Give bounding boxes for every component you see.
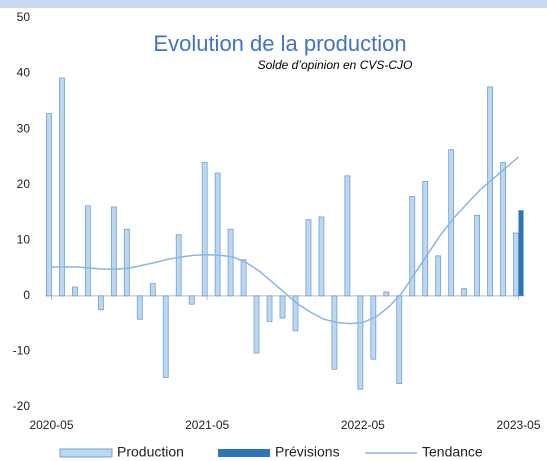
- trend-line: [51, 156, 520, 325]
- bar: [175, 234, 182, 297]
- bar: [279, 295, 286, 319]
- bar: [448, 149, 455, 297]
- bar: [292, 295, 299, 332]
- bar: [123, 228, 130, 297]
- legend-swatch: [218, 449, 270, 457]
- bar: [409, 195, 416, 297]
- x-tick-label: 2022-05: [341, 418, 385, 432]
- x-tick-label: 2020-05: [29, 418, 73, 432]
- bar: [435, 255, 442, 297]
- bar: [149, 283, 156, 297]
- bar: [97, 295, 104, 311]
- y-tick-label: 10: [17, 232, 31, 246]
- bar: [461, 288, 468, 297]
- legend-label: Tendance: [422, 444, 483, 460]
- bar: [344, 175, 351, 297]
- bar: [383, 291, 390, 297]
- x-tick-label: 2023-05: [496, 418, 540, 432]
- y-tick-label: 30: [17, 121, 31, 135]
- bar: [331, 295, 338, 370]
- bar: [396, 295, 403, 385]
- bar: [487, 86, 493, 297]
- bar: [136, 295, 143, 320]
- bar: [46, 113, 52, 297]
- bar: [500, 162, 506, 297]
- x-tick-label: 2021-05: [185, 418, 229, 432]
- bar: [518, 210, 524, 296]
- bar: [240, 259, 247, 297]
- bar: [227, 228, 234, 297]
- bar: [253, 295, 260, 354]
- y-tick-label: 0: [23, 288, 30, 302]
- bar: [110, 206, 117, 297]
- legend-label: Production: [117, 444, 184, 460]
- y-tick-label: 40: [17, 66, 31, 80]
- y-tick-label: 20: [17, 177, 31, 191]
- legend-swatch: [59, 448, 113, 458]
- bar: [201, 162, 208, 297]
- y-tick-label: -20: [13, 399, 31, 413]
- bar: [370, 295, 377, 360]
- chart-title: Evolution de la production: [153, 31, 406, 56]
- bar: [305, 219, 312, 297]
- bar: [214, 172, 221, 297]
- bar: [357, 295, 364, 390]
- y-tick-label: -10: [13, 344, 31, 358]
- bar: [474, 214, 480, 297]
- legend-label: Prévisions: [275, 444, 340, 460]
- y-tick-label: 50: [17, 10, 31, 24]
- bar: [318, 216, 325, 297]
- bar: [59, 77, 65, 297]
- bar: [266, 295, 273, 322]
- chart-subtitle: Solde d’opinion en CVS-CJO: [258, 58, 413, 72]
- bar: [72, 286, 78, 297]
- bar: [162, 295, 169, 378]
- top-band: [0, 0, 547, 8]
- bar: [188, 295, 195, 305]
- bar: [513, 232, 519, 297]
- bar: [85, 205, 91, 297]
- bar: [422, 180, 429, 297]
